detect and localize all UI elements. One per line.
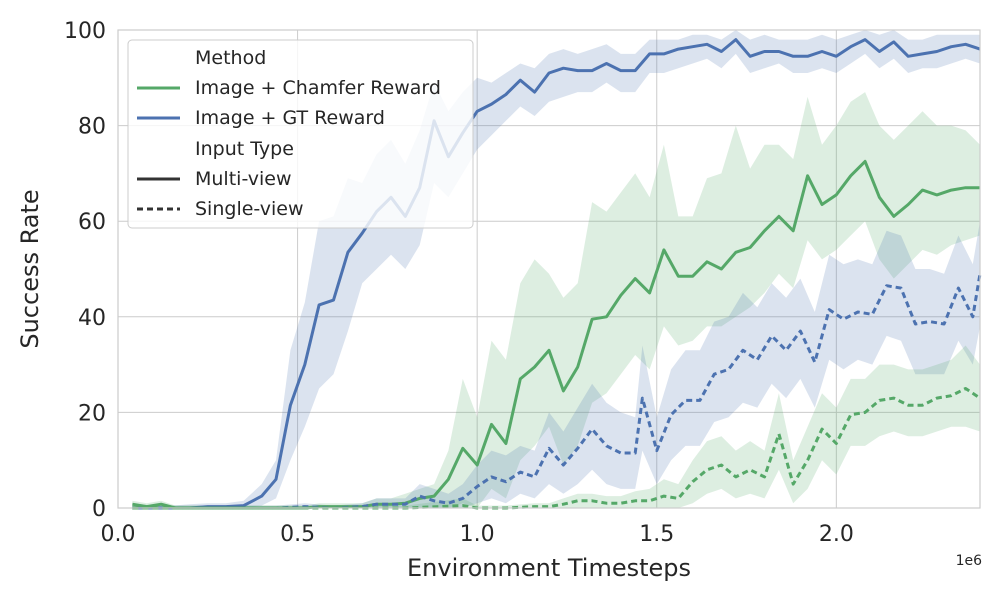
x-tick-label: 2.0 xyxy=(819,522,854,547)
legend-label-chamfer: Image + Chamfer Reward xyxy=(195,77,441,99)
x-axis-label: Environment Timesteps xyxy=(407,554,691,582)
series-line-image-gt-reward-multi-view xyxy=(132,38,981,510)
y-tick-label: 20 xyxy=(78,401,106,426)
ci-band-image-gt-reward-single-view xyxy=(132,221,980,508)
y-tick-label: 60 xyxy=(78,210,106,235)
legend-title-method: Method xyxy=(195,47,266,69)
plot-frame xyxy=(117,29,981,509)
legend: Method Image + Chamfer Reward Image + GT… xyxy=(127,39,474,229)
x-axis-offset-label: 1e6 xyxy=(956,553,983,569)
y-tick-label: 40 xyxy=(78,306,106,331)
x-tick-label: 0.0 xyxy=(101,522,136,547)
x-tick-label: 0.5 xyxy=(280,522,315,547)
y-tick-label: 80 xyxy=(78,115,106,140)
ci-band-image-chamfer-reward-multi-view xyxy=(132,92,980,508)
y-tick-label: 100 xyxy=(64,19,106,44)
x-tick-label: 1.0 xyxy=(460,522,495,547)
legend-label-gt: Image + GT Reward xyxy=(195,107,385,129)
y-tick-label: 0 xyxy=(92,497,106,522)
y-axis-label: Success Rate xyxy=(16,189,44,348)
x-axis-ticks: 0.0 0.5 1.0 1.5 2.0 xyxy=(101,522,854,547)
legend-box xyxy=(127,39,474,229)
x-tick-label: 1.5 xyxy=(639,522,674,547)
legend-label-single-view: Single-view xyxy=(195,198,304,220)
legend-title-input-type: Input Type xyxy=(195,138,294,160)
legend-label-multi-view: Multi-view xyxy=(195,168,292,190)
y-axis-ticks: 0 20 40 60 80 100 xyxy=(64,19,106,522)
